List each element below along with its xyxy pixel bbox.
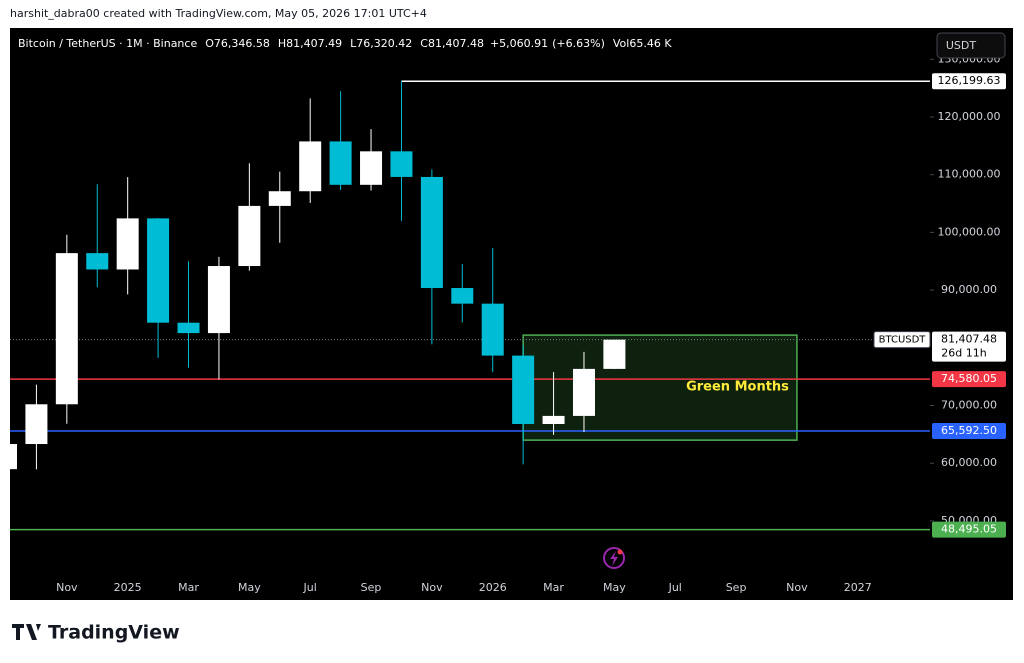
candle-body (207, 266, 230, 334)
legend-volume-key: Vol (613, 37, 629, 50)
candle-body (360, 151, 383, 185)
countdown: 26d 11h (941, 347, 986, 360)
last-price-bg (932, 331, 1006, 362)
candle-body (238, 205, 261, 267)
y-tick-label: 110,000.00 (938, 168, 1001, 181)
candle-body (572, 368, 595, 416)
candle-body (147, 218, 170, 323)
level-label-bg (932, 422, 1006, 439)
y-tick-label: 120,000.00 (938, 110, 1001, 123)
chart-panel (10, 28, 1013, 600)
symbol-tag: BTCUSDT (879, 335, 927, 346)
level-label: 65,592.50 (941, 424, 997, 437)
x-tick-label: Mar (178, 581, 199, 594)
overlay: Bitcoin / TetherUS · 1M · Binance O76,346… (18, 37, 1006, 594)
box-label: Green Months (686, 380, 789, 395)
x-tick-label: Jul (303, 581, 317, 594)
y-tick-label: 70,000.00 (941, 399, 997, 412)
plot-area: Green Months (10, 80, 930, 531)
level-label-bg (932, 371, 1006, 388)
legend-change: +5,060.91 (490, 37, 548, 50)
candle-body (86, 253, 109, 270)
currency-button[interactable] (936, 32, 1006, 59)
legend-value: 81,407.48 (428, 37, 484, 50)
candle-body (25, 404, 48, 445)
candle-body (329, 141, 352, 185)
candle-body (481, 303, 504, 356)
currency-label[interactable]: USDT (946, 39, 977, 52)
legend-key: L (350, 37, 357, 50)
x-tick-label: May (238, 581, 261, 594)
candle-body (116, 218, 139, 270)
x-tick-label: 2027 (844, 581, 872, 594)
flash-icon (603, 547, 625, 569)
symbol-tag-bg (873, 331, 931, 349)
header: harshit_dabra00 created with TradingView… (10, 7, 427, 20)
candle-body (10, 444, 17, 470)
candle-body (451, 288, 474, 304)
price-axis: 50,000.0060,000.0070,000.0090,000.00100,… (930, 52, 1000, 527)
logo: TradingView (12, 622, 180, 644)
y-tick-label: 90,000.00 (941, 283, 997, 296)
x-tick-label: Mar (543, 581, 564, 594)
x-tick-label: Nov (56, 581, 78, 594)
x-tick-label: 2025 (114, 581, 142, 594)
brand: TradingView (48, 622, 180, 644)
legend-key: C (420, 37, 428, 50)
candle-body (390, 151, 413, 177)
candle-body (603, 339, 626, 369)
level-label: 74,580.05 (941, 372, 997, 385)
x-tick-label: 2026 (479, 581, 507, 594)
candle-body (177, 322, 200, 334)
legend-key: H (278, 37, 286, 50)
legend-key: O (205, 37, 214, 50)
highlight-box (522, 334, 798, 441)
y-tick-label: 60,000.00 (941, 456, 997, 469)
legend: Bitcoin / TetherUS · 1M · Binance O76,346… (18, 37, 672, 50)
level-label: 126,199.63 (938, 74, 1001, 87)
x-tick-label: Nov (786, 581, 808, 594)
legend-value: 81,407.49 (286, 37, 342, 50)
level-label-bg (932, 73, 1006, 90)
legend-symbol: Bitcoin / TetherUS · 1M · Binance (18, 37, 197, 50)
candle-body (420, 176, 443, 289)
candle-body (299, 141, 322, 192)
legend-volume: 65.46 K (629, 37, 672, 50)
y-tick-label: 100,000.00 (938, 225, 1001, 238)
level-label: 48,495.05 (941, 523, 997, 536)
last-price-label: 81,407.48 (941, 333, 997, 346)
candle-body (268, 191, 291, 206)
x-tick-label: May (603, 581, 626, 594)
candle-body (512, 355, 535, 424)
x-tick-label: Jul (668, 581, 682, 594)
x-tick-label: Sep (726, 581, 747, 594)
legend-value: 76,346.58 (214, 37, 270, 50)
x-tick-label: Sep (361, 581, 382, 594)
candle-body (542, 415, 565, 424)
candle-body (55, 253, 78, 405)
legend-value: 76,320.42 (356, 37, 412, 50)
level-label-bg (932, 521, 1006, 538)
legend-change-pct: (+6.63%) (552, 37, 605, 50)
x-tick-label: Nov (421, 581, 443, 594)
